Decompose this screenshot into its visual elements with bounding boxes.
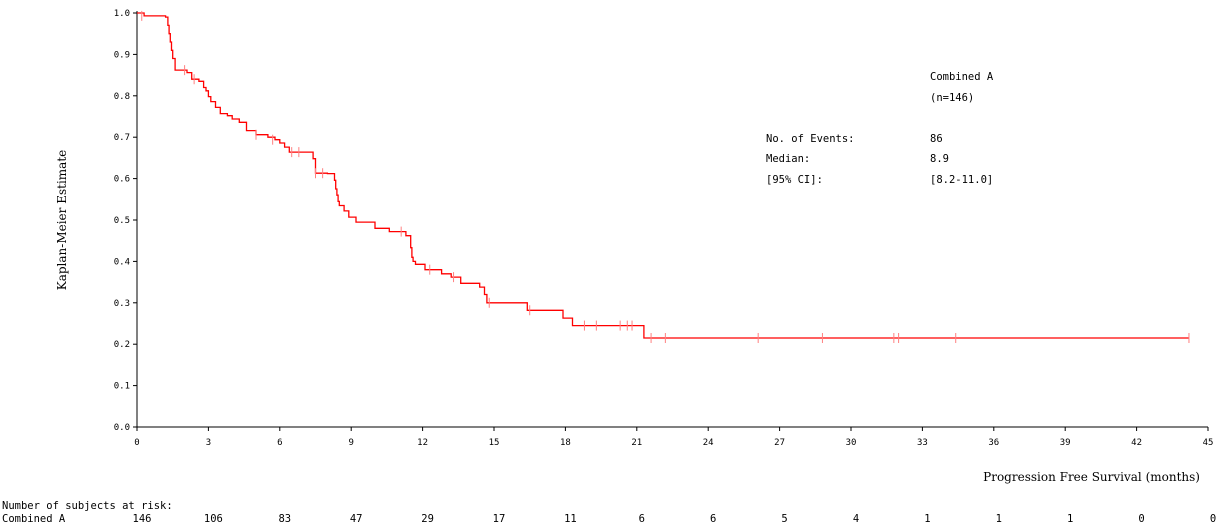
- y-tick-label: 0.6: [114, 175, 130, 185]
- annotation-events-label: No. of Events:: [766, 133, 855, 145]
- risk-count: 1: [1067, 513, 1073, 525]
- x-tick-label: 3: [206, 438, 211, 448]
- x-tick-label: 30: [846, 438, 857, 448]
- risk-count: 0: [1210, 513, 1216, 525]
- annotation-ci-value: [8.2-11.0]: [930, 174, 993, 186]
- y-axis-title: Kaplan-Meier Estimate: [55, 150, 69, 291]
- x-tick-label: 36: [988, 438, 999, 448]
- risk-count: 29: [421, 513, 434, 525]
- annotation-median-label: Median:: [766, 153, 810, 165]
- annotation-group-name: Combined A: [930, 71, 994, 83]
- y-tick-label: 0.9: [114, 50, 130, 60]
- x-tick-label: 45: [1203, 438, 1214, 448]
- risk-count: 1: [924, 513, 930, 525]
- y-tick-label: 0.3: [114, 299, 130, 309]
- y-axis-ticks: 0.0 0.1 0.2 0.3 0.4 0.5 0.6 0.7 0.8 0.9 1.0: [114, 9, 137, 433]
- censor-marks: [141, 10, 1190, 343]
- risk-count: 4: [853, 513, 859, 525]
- risk-count: 6: [710, 513, 716, 525]
- y-tick-label: 0.2: [114, 340, 130, 350]
- risk-table-values: 146 106 83 47 29 17 11 6 6 5 4 1 1 1 0 0: [133, 513, 1216, 525]
- risk-table-title: Number of subjects at risk:: [2, 500, 173, 512]
- risk-table-row-label: Combined A: [2, 513, 66, 525]
- x-tick-label: 18: [560, 438, 571, 448]
- risk-count: 106: [204, 513, 223, 525]
- risk-count: 6: [639, 513, 645, 525]
- risk-count: 146: [133, 513, 152, 525]
- y-tick-label: 0.8: [114, 92, 130, 102]
- x-tick-label: 12: [417, 438, 428, 448]
- x-tick-label: 6: [277, 438, 282, 448]
- annotation-ci-label: [95% CI]:: [766, 174, 823, 186]
- x-tick-label: 21: [631, 438, 642, 448]
- risk-count: 5: [781, 513, 787, 525]
- y-tick-label: 0.1: [114, 382, 130, 392]
- risk-count: 0: [1138, 513, 1144, 525]
- risk-count: 17: [493, 513, 506, 525]
- annotation-median-value: 8.9: [930, 153, 949, 165]
- risk-count: 11: [564, 513, 577, 525]
- x-tick-label: 9: [348, 438, 353, 448]
- km-curve: [137, 12, 1189, 339]
- risk-count: 1: [996, 513, 1002, 525]
- x-tick-label: 15: [489, 438, 500, 448]
- x-tick-label: 24: [703, 438, 714, 448]
- risk-count: 47: [350, 513, 363, 525]
- x-axis-ticks: 0 3 6 9 12 15 18 21 24 27 30 33 36 39 42 45: [134, 427, 1213, 448]
- x-tick-label: 33: [917, 438, 928, 448]
- x-axis-title: Progression Free Survival (months): [983, 470, 1200, 484]
- x-tick-label: 39: [1060, 438, 1071, 448]
- y-tick-label: 1.0: [114, 9, 130, 19]
- y-tick-label: 0.4: [114, 257, 130, 267]
- y-tick-label: 0.7: [114, 133, 130, 143]
- annotation-events-value: 86: [930, 133, 943, 145]
- annotation-group-n: (n=146): [930, 92, 974, 104]
- risk-count: 83: [278, 513, 291, 525]
- axes: [136, 11, 1208, 428]
- y-tick-label: 0.5: [114, 216, 130, 226]
- x-tick-label: 0: [134, 438, 139, 448]
- x-tick-label: 27: [774, 438, 785, 448]
- x-tick-label: 42: [1131, 438, 1142, 448]
- stats-annotation: Combined A (n=146) No. of Events: 86 Med…: [766, 71, 994, 186]
- y-tick-label: 0.0: [114, 423, 130, 433]
- km-step-line: [137, 12, 1189, 339]
